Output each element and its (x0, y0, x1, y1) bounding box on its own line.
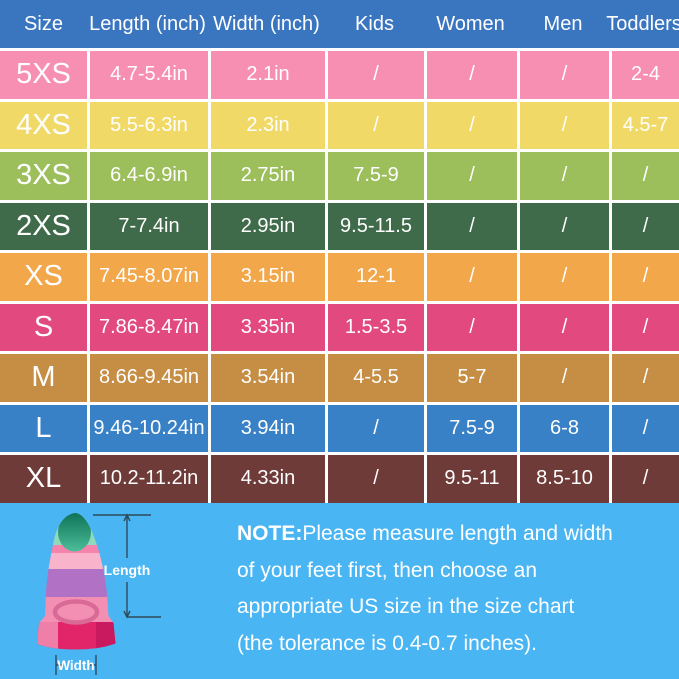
table-cell-women: / (424, 101, 517, 149)
table-cell-men: / (517, 202, 609, 250)
fin-body (37, 513, 116, 650)
table-row-2xs: 2XS 7-7.4in 2.95in 9.5-11.5// / (0, 199, 679, 250)
table-cell-kids: / (325, 51, 424, 99)
table-cell-toddlers: / (609, 202, 679, 250)
note-line: NOTE:Please measure length and width (237, 522, 613, 545)
table-cell-toddlers: / (609, 303, 679, 351)
table-cell-men: 8.5-10 (517, 455, 609, 503)
table-cell-toddlers: / (609, 354, 679, 402)
table-cell-kids: 7.5-9 (325, 152, 424, 200)
note-text: NOTE:Please measure length and width of … (237, 516, 662, 662)
table-cell-women: / (424, 51, 517, 99)
table-cell-men: / (517, 101, 609, 149)
table-cell-women: / (424, 253, 517, 301)
note-line: of your feet first, then choose an (237, 558, 538, 582)
table-cell-width_inch: 3.35in (208, 303, 325, 351)
table-cell-length_inch: 7.86-8.47in (87, 303, 208, 351)
table-cell-width_inch: 4.33in (208, 455, 325, 503)
table-cell-length_inch: 5.5-6.3in (87, 101, 208, 149)
size-cell: M (0, 354, 87, 402)
size-cell: 4XS (0, 101, 87, 149)
table-row-l: L 9.46-10.24in 3.94in/7.5-9 6-8/ (0, 401, 679, 452)
length-dimension-label: Length (104, 562, 151, 578)
table-cell-women: 9.5-11 (424, 455, 517, 503)
table-cell-kids: / (325, 455, 424, 503)
size-cell: S (0, 303, 87, 351)
table-body: 5XS 4.7-5.4in 2.1in / //2-4 4XS 5.5-6.3in 2.3in… (0, 48, 679, 503)
column-header-kids: Kids (355, 12, 394, 35)
column-header-toddlers: Toddlers (606, 12, 679, 35)
note-section: Length Width NOTE:Please measure length … (0, 503, 679, 679)
table-cell-length_inch: 8.66-9.45in (87, 354, 208, 402)
table-cell-width_inch: 3.54in (208, 354, 325, 402)
note-line: (the tolerance is 0.4-0.7 inches). (237, 631, 537, 655)
table-cell-men: / (517, 51, 609, 99)
table-cell-width_inch: 2.95in (208, 202, 325, 250)
table-cell-women: / (424, 303, 517, 351)
table-cell-length_inch: 9.46-10.24in (87, 404, 208, 452)
table-cell-width_inch: 2.1in (208, 51, 325, 99)
table-row-3xs: 3XS 6.4-6.9in 2.75in 7.5-9// / (0, 149, 679, 200)
table-cell-width_inch: 3.94in (208, 404, 325, 452)
table-row-5xs: 5XS 4.7-5.4in 2.1in / //2-4 (0, 48, 679, 99)
column-header-men: Men (543, 12, 583, 35)
table-cell-women: 5-7 (424, 354, 517, 402)
table-cell-kids: 1.5-3.5 (325, 303, 424, 351)
table-cell-length_inch: 10.2-11.2in (87, 455, 208, 503)
table-cell-men: / (517, 253, 609, 301)
table-cell-width_inch: 3.15in (208, 253, 325, 301)
swim-fin-illustration: Length Width (37, 513, 161, 675)
note-line: appropriate US size in the size chart (237, 595, 575, 618)
width-dimension-label: Width (57, 658, 94, 673)
table-cell-toddlers: / (609, 152, 679, 200)
table-cell-women: / (424, 152, 517, 200)
table-cell-men: / (517, 152, 609, 200)
table-row-4xs: 4XS 5.5-6.3in 2.3in / //4.5-7 (0, 98, 679, 149)
table-cell-length_inch: 6.4-6.9in (87, 152, 208, 200)
column-header-length-inch: Length (inch) (89, 12, 206, 35)
table-cell-kids: / (325, 101, 424, 149)
table-row-xl: XL 10.2-11.2in 4.33in/9.5-11 8.5-10/ (0, 452, 679, 503)
size-table: Size Length (inch) Width (inch) Kids Women Me… (0, 0, 679, 503)
table-cell-women: / (424, 202, 517, 250)
table-cell-toddlers: 2-4 (609, 51, 679, 99)
table-cell-women: 7.5-9 (424, 404, 517, 452)
table-row-s: S 7.86-8.47in 3.35in 1.5-3.5// / (0, 300, 679, 351)
table-cell-kids: 9.5-11.5 (325, 202, 424, 250)
table-cell-toddlers: / (609, 253, 679, 301)
table-cell-width_inch: 2.3in (208, 101, 325, 149)
size-cell: XS (0, 253, 87, 301)
column-header-width-inch: Width (inch) (213, 12, 320, 35)
size-cell: L (0, 404, 87, 452)
table-cell-kids: / (325, 404, 424, 452)
table-cell-kids: 4-5.5 (325, 354, 424, 402)
column-header-women: Women (436, 12, 505, 35)
table-cell-toddlers: / (609, 404, 679, 452)
table-cell-men: / (517, 303, 609, 351)
column-header-size: Size (24, 12, 63, 35)
table-cell-length_inch: 7.45-8.07in (87, 253, 208, 301)
table-cell-toddlers: 4.5-7 (609, 101, 679, 149)
table-cell-kids: 12-1 (325, 253, 424, 301)
table-cell-width_inch: 2.75in (208, 152, 325, 200)
note-prefix: NOTE: (237, 522, 303, 545)
table-cell-toddlers: / (609, 455, 679, 503)
table-row-m: M 8.66-9.45in 3.54in 4-5.5 5-7// (0, 351, 679, 402)
size-cell: 3XS (0, 152, 87, 200)
table-header-row: Size Length (inch) Width (inch) Kids Women Me… (0, 0, 679, 48)
size-cell: XL (0, 455, 87, 503)
table-cell-length_inch: 7-7.4in (87, 202, 208, 250)
table-cell-men: / (517, 354, 609, 402)
dimension-lines (55, 513, 161, 675)
table-row-xs: XS 7.45-8.07in 3.15in 12-1// / (0, 250, 679, 301)
size-cell: 5XS (0, 51, 87, 99)
table-cell-men: 6-8 (517, 404, 609, 452)
size-cell: 2XS (0, 202, 87, 250)
table-cell-length_inch: 4.7-5.4in (87, 51, 208, 99)
